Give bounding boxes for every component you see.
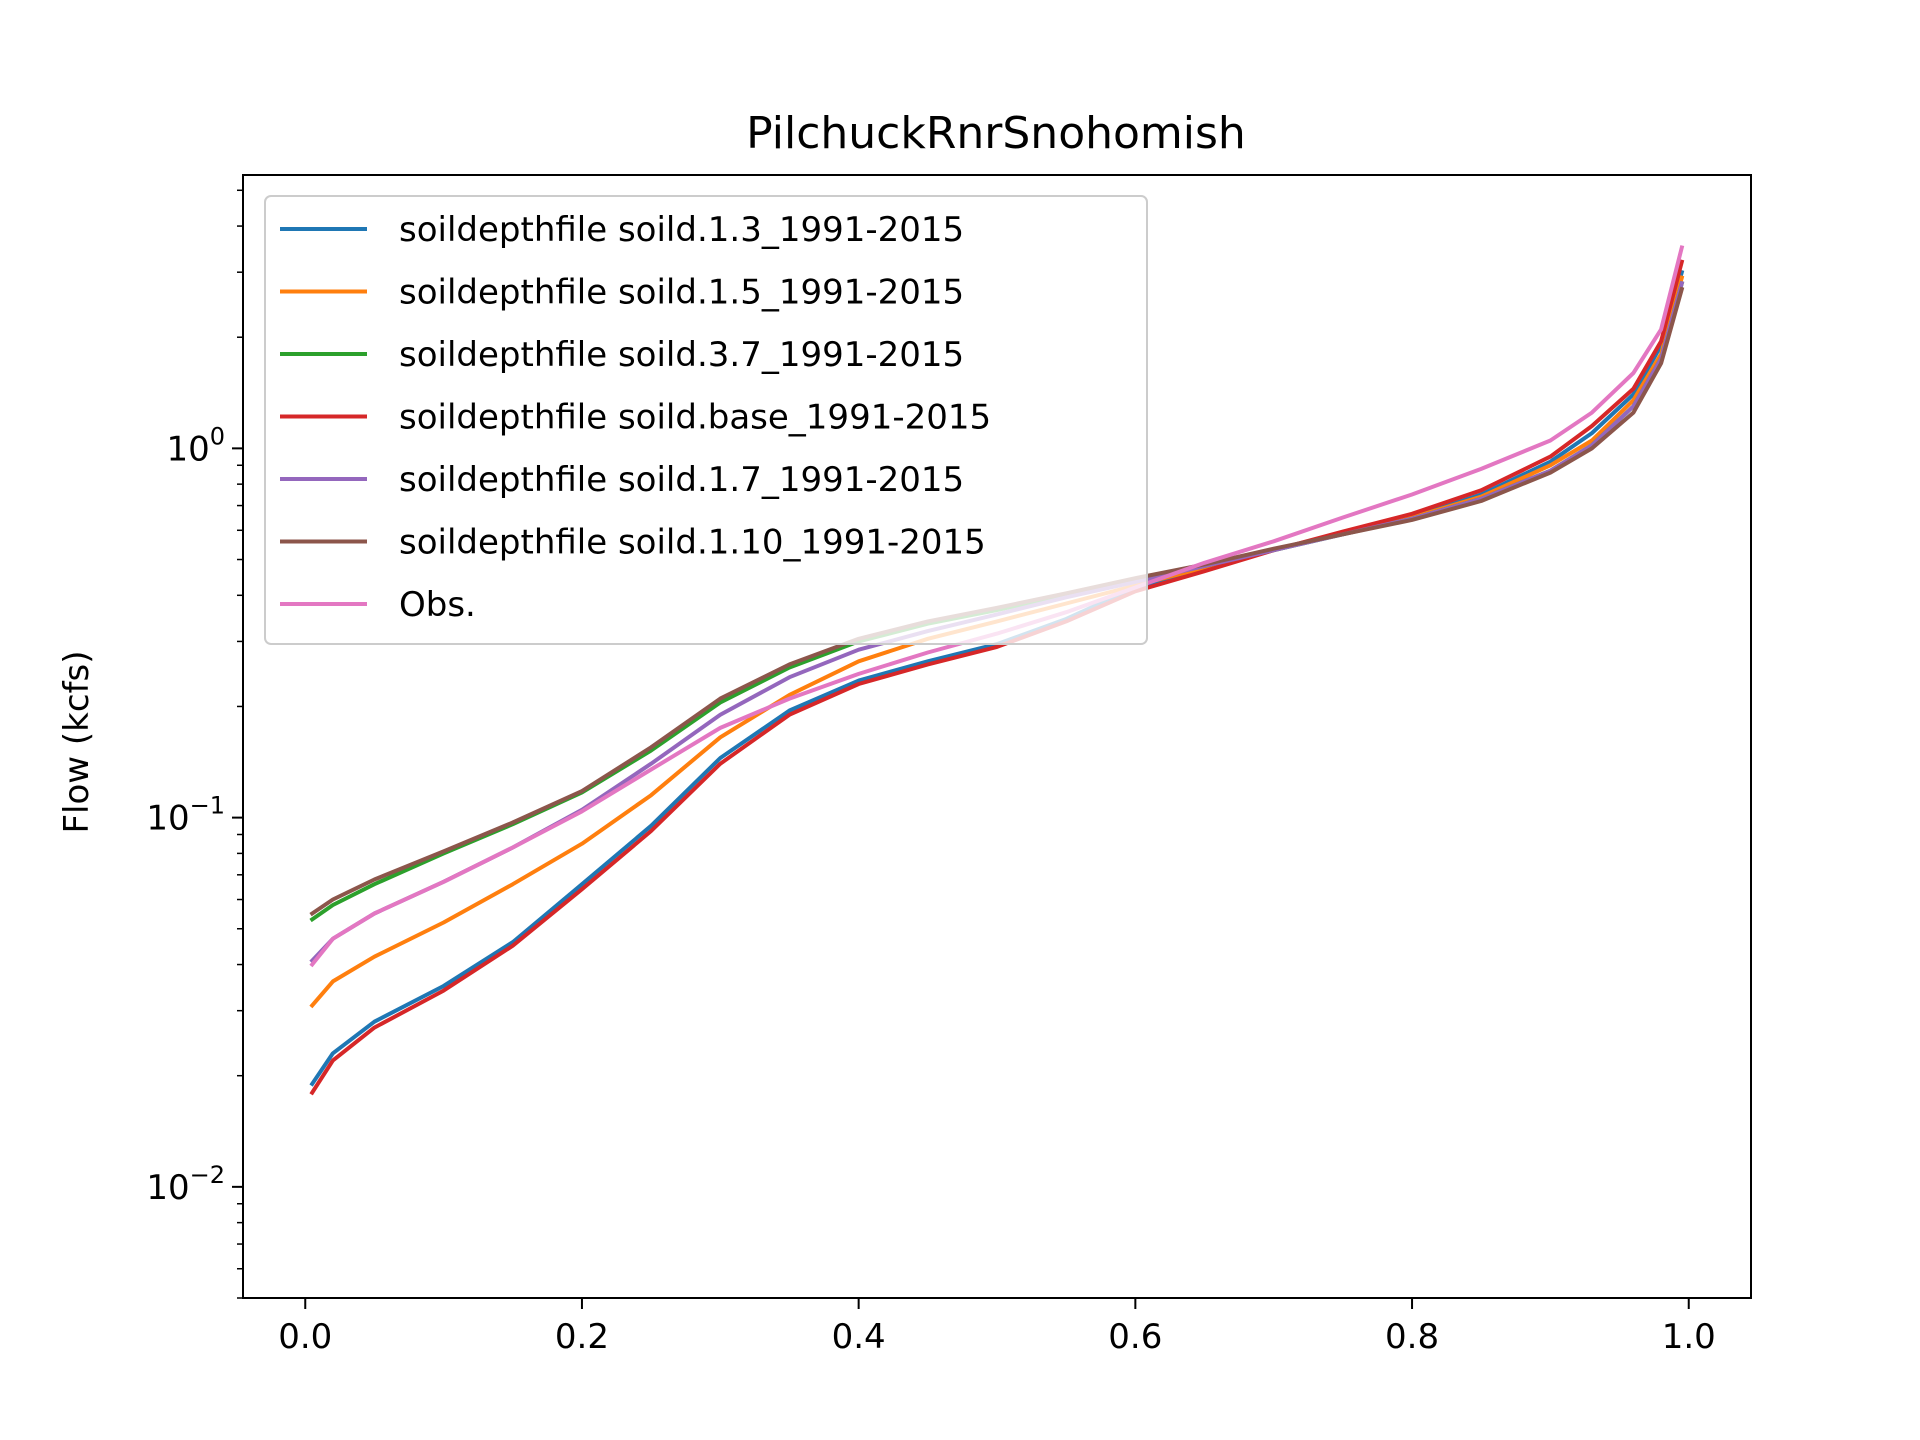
y-tick-label: 10−2 [146,1161,225,1208]
legend-label-7: Obs. [399,585,476,625]
y-axis-label: Flow (kcfs) [57,650,97,833]
legend-label-6: soildepthfile soild.1.10_1991-2015 [399,523,986,563]
legend: soildepthfile soild.1.3_1991-2015soildep… [264,195,1148,645]
x-tick-label: 0.8 [1385,1317,1439,1357]
x-tick-label: 0.0 [278,1317,332,1357]
axes-layer: 0.0 0.2 0.4 0.6 0.8 1.0 10−2 10−1 100 [146,174,1752,1357]
legend-label-4: soildepthfile soild.base_1991-2015 [399,398,991,438]
legend-label-2: soildepthfile soild.1.5_1991-2015 [399,273,964,313]
legend-box [264,195,1148,645]
y-tick-label: 10−1 [146,792,225,839]
chart-title: PilchuckRnrSnohomish [746,108,1246,159]
legend-label-3: soildepthfile soild.3.7_1991-2015 [399,335,964,375]
legend-label-5: soildepthfile soild.1.7_1991-2015 [399,460,964,500]
plot-frame [242,174,1752,1299]
x-tick-label: 0.2 [555,1317,609,1357]
x-tick-label: 0.6 [1108,1317,1162,1357]
legend-label-1: soildepthfile soild.1.3_1991-2015 [399,210,964,250]
x-tick-label: 0.4 [832,1317,886,1357]
y-tick-label: 100 [166,422,225,469]
x-tick-label: 1.0 [1662,1317,1716,1357]
